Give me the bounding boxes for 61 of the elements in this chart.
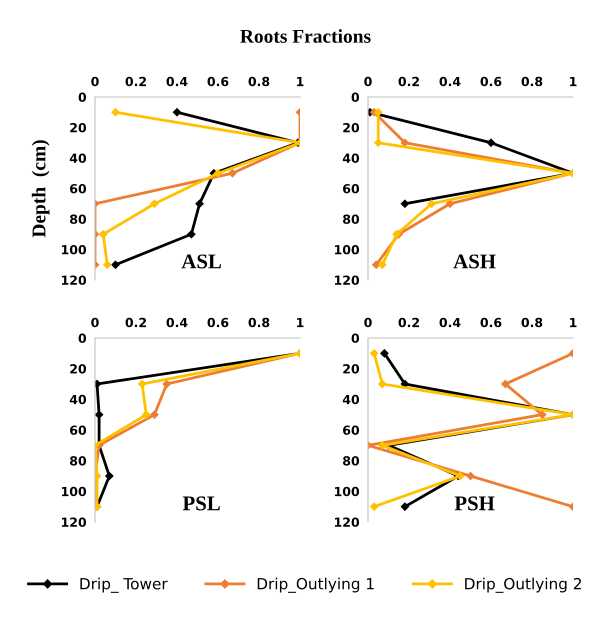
y-tick-label: 20 — [70, 122, 86, 132]
y-tick-label: 100 — [62, 486, 86, 496]
x-tick-label: 0 — [91, 76, 99, 86]
y-tick-label: 20 — [343, 122, 360, 132]
y-axis-title: Depth (cm) — [32, 140, 50, 238]
y-tick-label: 80 — [70, 214, 86, 224]
y-tick-label: 40 — [342, 153, 360, 163]
y-tick-label: 0 — [78, 333, 86, 343]
y-tick-label: 120 — [334, 517, 360, 527]
x-tick-label: 0.2 — [126, 76, 146, 86]
x-tick-label: 0.8 — [248, 76, 270, 86]
legend-label: Drip_Outlying 1 — [258, 578, 374, 593]
y-tick-label: 40 — [70, 153, 86, 163]
y-tick-label: 100 — [334, 486, 360, 496]
annotation: PSH — [454, 496, 495, 510]
x-tick-label: 0.4 — [166, 76, 188, 86]
y-tick-label: 60 — [70, 184, 86, 194]
y-tick-label: 60 — [343, 425, 360, 435]
y-tick-label: 20 — [70, 364, 86, 374]
chart-title: Roots Fractions — [240, 29, 371, 43]
x-tick-label: 0.6 — [480, 318, 502, 328]
y-tick-label: 0 — [78, 92, 86, 102]
y-tick-label: 60 — [70, 425, 86, 435]
y-tick-label: 20 — [343, 364, 360, 374]
y-tick-label: 120 — [62, 517, 86, 527]
x-tick-label: 0 — [91, 318, 99, 328]
x-tick-label: 1 — [297, 76, 304, 86]
y-tick-label: 80 — [343, 214, 360, 224]
y-tick-label: 80 — [70, 456, 86, 466]
y-tick-label: 100 — [334, 244, 360, 254]
legend-label: Drip_Outlying 2 — [465, 578, 581, 593]
x-tick-label: 0 — [364, 318, 372, 328]
y-tick-label: 40 — [342, 394, 360, 404]
y-tick-label: 40 — [70, 394, 86, 404]
x-tick-label: 1 — [297, 318, 304, 328]
x-tick-label: 0.4 — [166, 318, 188, 328]
y-tick-label: 0 — [352, 92, 360, 102]
y-tick-label: 100 — [62, 244, 86, 254]
annotation: ASL — [182, 254, 221, 268]
x-tick-label: 0.6 — [480, 76, 502, 86]
y-tick-label: 0 — [352, 333, 360, 343]
legend-label: Drip_ Tower — [80, 578, 168, 593]
x-tick-label: 0.4 — [440, 76, 460, 86]
x-tick-label: 0.8 — [522, 76, 542, 86]
x-tick-label: 0.6 — [208, 76, 228, 86]
x-tick-label: 0.4 — [440, 318, 460, 328]
x-tick-label: 0.8 — [522, 318, 542, 328]
y-tick-label: 120 — [334, 275, 360, 285]
x-tick-label: 1 — [570, 318, 576, 328]
y-tick-label: 80 — [343, 456, 360, 466]
y-tick-label: 120 — [62, 275, 86, 285]
x-tick-label: 0.2 — [398, 318, 419, 328]
x-tick-label: 0.6 — [208, 318, 228, 328]
x-tick-label: 1 — [570, 76, 576, 86]
annotation: PSL — [182, 496, 220, 510]
x-tick-label: 0 — [364, 76, 372, 86]
x-tick-label: 0.2 — [126, 318, 146, 328]
annotation: ASH — [453, 254, 496, 268]
x-tick-label: 0.2 — [398, 76, 419, 86]
x-tick-label: 0.8 — [248, 318, 270, 328]
y-tick-label: 60 — [343, 184, 360, 194]
